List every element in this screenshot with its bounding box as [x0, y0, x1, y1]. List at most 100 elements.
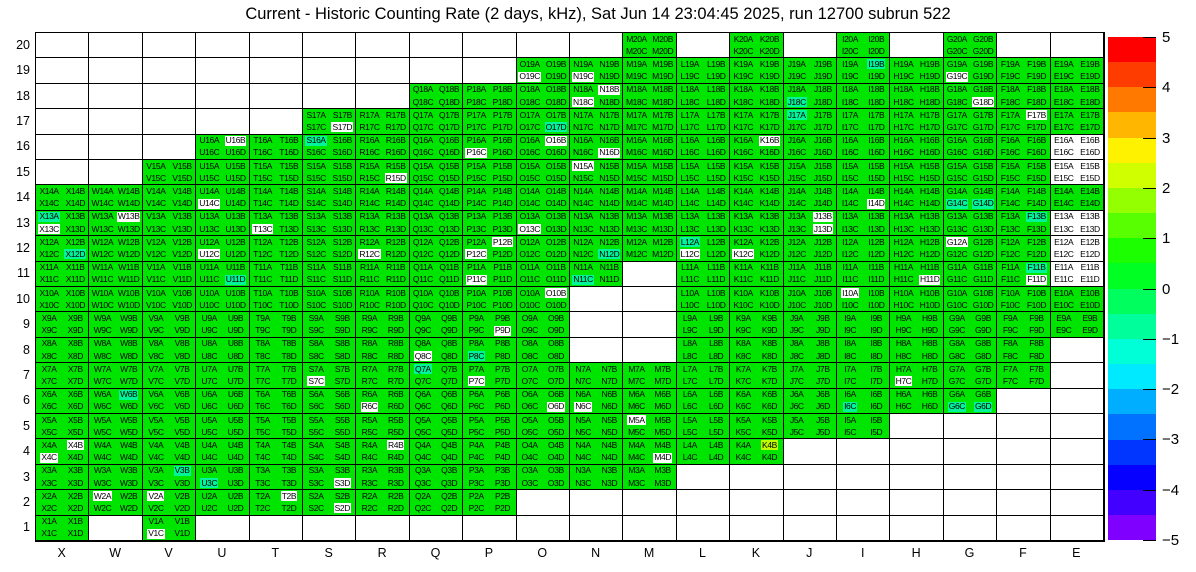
bin-label-L11D: L11D: [707, 274, 726, 285]
bin-label-G16C: G16C: [946, 147, 968, 158]
bin-label-P5C: P5C: [468, 426, 485, 437]
bin-label-U11A: U11A: [199, 262, 219, 273]
bin-label-E10D: E10D: [1080, 299, 1100, 310]
cell-K18: K18A K18B K18C K18D: [730, 83, 784, 110]
bin-label-N12C: N12C: [573, 248, 594, 259]
bin-label-U9B: U9B: [227, 312, 244, 323]
cell-N20: [570, 33, 624, 59]
bin-label-L5D: L5D: [708, 426, 724, 437]
bin-label-I17B: I17B: [868, 109, 885, 120]
bin-label-R9C: R9C: [361, 325, 378, 336]
bin-label-F8B: F8B: [1029, 338, 1044, 349]
bin-label-S2C: S2C: [308, 502, 324, 513]
bin-label-F7A: F7A: [1003, 363, 1018, 374]
bin-label-S14C: S14C: [306, 198, 326, 209]
x-axis-label-S: S: [324, 546, 333, 560]
bin-label-V7A: V7A: [148, 363, 164, 374]
bin-label-L4C: L4C: [682, 452, 698, 463]
bin-label-J17C: J17C: [787, 121, 807, 132]
bin-label-G12B: G12B: [973, 236, 994, 247]
bin-label-I19C: I19C: [841, 71, 859, 82]
bin-label-G8A: G8A: [948, 338, 965, 349]
bin-label-H16C: H16C: [893, 147, 914, 158]
bin-label-R7D: R7D: [387, 375, 404, 386]
bin-label-P12A: P12A: [466, 236, 487, 247]
bin-label-V1D: V1D: [174, 528, 190, 539]
cell-X4: X4A X4B X4C X4D: [36, 439, 90, 465]
cell-R3: R3A R3B R3C R3D: [356, 464, 410, 491]
bin-label-Q16A: Q16A: [412, 135, 434, 146]
bin-label-L18A: L18A: [680, 84, 700, 95]
cell-Q1: [409, 515, 464, 541]
cell-I11: I11A I11B I11C I11D: [837, 261, 891, 287]
cell-I5: I5A I5B I5C I5D: [837, 413, 891, 440]
bin-label-I18A: I18A: [842, 84, 859, 95]
bin-label-E15D: E15D: [1080, 172, 1100, 183]
bin-label-H7B: H7B: [922, 363, 938, 374]
bin-label-F15C: F15C: [1000, 172, 1021, 183]
bin-label-M18A: M18A: [626, 84, 647, 95]
bin-label-W2C: W2C: [93, 502, 112, 513]
colorbar-tick: [1143, 289, 1156, 290]
bin-label-K8A: K8A: [735, 338, 751, 349]
bin-label-X10D: X10D: [65, 299, 86, 310]
bin-label-X9A: X9A: [41, 312, 57, 323]
cell-O5: O5A O5B O5C O5D: [516, 413, 570, 440]
bin-label-H12C: H12C: [893, 248, 914, 259]
bin-label-O3D: O3D: [547, 477, 565, 488]
bin-label-S13B: S13B: [332, 211, 353, 222]
cell-J6: J6A J6B J6C J6D: [783, 388, 837, 414]
bin-label-K13D: K13D: [759, 223, 780, 234]
bin-label-O5B: O5B: [547, 414, 564, 425]
bin-label-P2D: P2D: [494, 502, 511, 513]
bin-label-K18A: K18A: [733, 84, 754, 95]
bin-label-T4A: T4A: [255, 439, 271, 450]
bin-label-E19C: E19C: [1053, 71, 1074, 82]
cell-P8: P8A P8B P8C P8D: [463, 337, 517, 364]
colorbar-band-13: [1108, 364, 1156, 390]
bin-label-P11C: P11C: [465, 274, 487, 285]
cell-J16: J16A J16B J16C J16D: [783, 134, 837, 160]
cell-N11: N11A N11B N11C N11D: [570, 261, 624, 287]
cell-V4: V4A V4B V4C V4D: [142, 439, 197, 465]
bin-label-U5C: U5C: [201, 426, 218, 437]
bin-label-M4D: M4D: [653, 452, 673, 463]
bin-label-T8B: T8B: [281, 338, 297, 349]
cell-Q20: [409, 33, 464, 59]
cell-U5: U5A U5B U5C U5D: [196, 413, 250, 440]
cell-G17: G17A G17B G17C G17D: [943, 109, 998, 135]
bin-label-E19A: E19A: [1054, 58, 1074, 69]
cell-R5: R5A R5B R5C R5D: [356, 413, 410, 440]
bin-label-U10B: U10B: [225, 287, 246, 298]
bin-label-S9B: S9B: [334, 312, 350, 323]
bin-label-F8D: F8D: [1029, 350, 1044, 361]
cell-S17: S17A S17B S17C S17D: [303, 109, 357, 135]
cell-S10: S10A S10B S10C S10D: [303, 286, 357, 313]
bin-label-J18C: J18C: [786, 96, 807, 108]
cell-X1: X1A X1B X1C X1D: [36, 515, 90, 541]
bin-label-E9D: E9D: [1082, 325, 1098, 336]
y-axis-label-14: 14: [16, 190, 30, 205]
bin-label-J10D: J10D: [813, 299, 833, 310]
bin-label-T6D: T6D: [281, 401, 297, 412]
bin-label-V13B: V13B: [172, 211, 192, 222]
bin-label-R6D: R6D: [387, 401, 404, 412]
bin-label-P14B: P14B: [492, 185, 513, 196]
bin-label-J15C: J15C: [787, 172, 807, 183]
colorbar-tick-label-−1: −1: [1162, 330, 1180, 348]
bin-label-F15B: F15B: [1027, 160, 1046, 171]
bin-label-G10D: G10D: [972, 299, 994, 310]
bin-label-K8C: K8C: [735, 350, 752, 361]
cell-U6: U6A U6B U6C U6D: [196, 388, 250, 414]
y-axis-label-4: 4: [23, 444, 30, 459]
cell-G19: G19A G19B G19C G19D: [943, 58, 998, 84]
bin-label-U13D: U13D: [225, 223, 246, 234]
bin-label-L18C: L18C: [680, 96, 700, 107]
bin-label-J18A: J18A: [787, 84, 806, 95]
bin-label-T5D: T5D: [281, 426, 297, 437]
bin-label-P8A: P8A: [468, 338, 484, 349]
bin-label-N19D: N19D: [599, 71, 620, 82]
cell-T18: [249, 83, 303, 110]
cell-L12: L12A L12B L12C L12D: [676, 236, 731, 262]
bin-label-U2B: U2B: [227, 490, 244, 501]
